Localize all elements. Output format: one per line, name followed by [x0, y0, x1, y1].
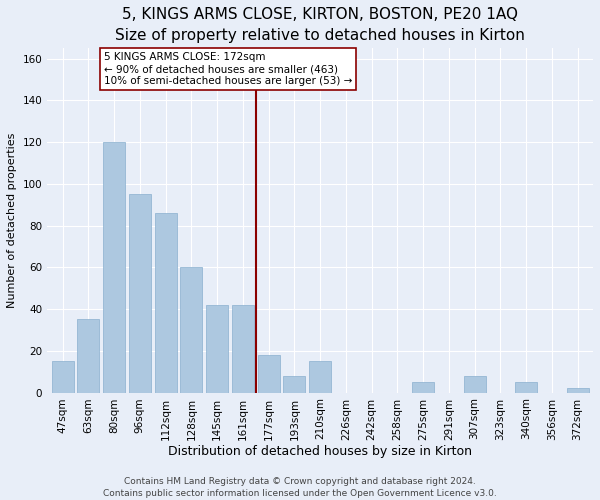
Bar [309, 361, 331, 392]
Text: Contains HM Land Registry data © Crown copyright and database right 2024.
Contai: Contains HM Land Registry data © Crown c… [103, 476, 497, 498]
X-axis label: Distribution of detached houses by size in Kirton: Distribution of detached houses by size … [168, 445, 472, 458]
Bar [155, 213, 176, 392]
Bar [257, 355, 280, 393]
Bar [566, 388, 589, 392]
Bar [77, 320, 99, 392]
Bar [232, 305, 254, 392]
Bar [181, 268, 202, 392]
Bar [52, 361, 74, 392]
Bar [412, 382, 434, 392]
Title: 5, KINGS ARMS CLOSE, KIRTON, BOSTON, PE20 1AQ
Size of property relative to detac: 5, KINGS ARMS CLOSE, KIRTON, BOSTON, PE2… [115, 7, 525, 43]
Y-axis label: Number of detached properties: Number of detached properties [7, 132, 17, 308]
Text: 5 KINGS ARMS CLOSE: 172sqm
← 90% of detached houses are smaller (463)
10% of sem: 5 KINGS ARMS CLOSE: 172sqm ← 90% of deta… [104, 52, 352, 86]
Bar [206, 305, 228, 392]
Bar [103, 142, 125, 393]
Bar [515, 382, 537, 392]
Bar [464, 376, 485, 392]
Bar [283, 376, 305, 392]
Bar [129, 194, 151, 392]
